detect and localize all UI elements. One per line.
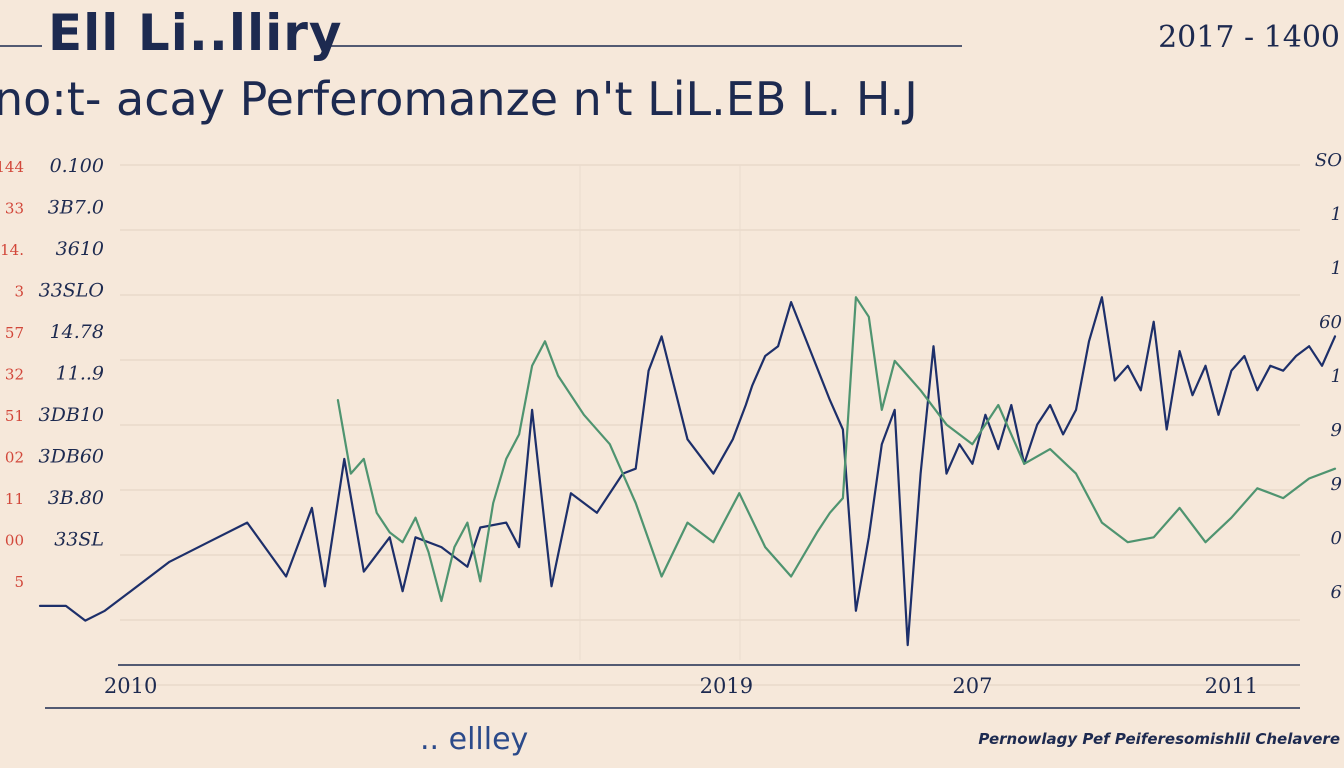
y-tick-label-right: SO — [1315, 150, 1342, 171]
x-tick-label: 2010 — [104, 674, 157, 698]
y-tick-label-outer-left: 144 — [0, 158, 24, 176]
x-axis-labels: 2010 2019 207 2011 — [104, 674, 1258, 698]
y-tick-label-left: 3DB60 — [39, 446, 104, 468]
x-tick-label: 2019 — [700, 674, 753, 698]
y-tick-label-right: 9 — [1331, 474, 1342, 495]
y-tick-label-right: 1 — [1331, 366, 1342, 387]
grid-lines — [120, 164, 1300, 686]
x-tick-label: 207 — [952, 674, 992, 698]
y-tick-label-outer-left: 3 — [14, 283, 24, 301]
y-tick-label-right: 1 — [1331, 258, 1342, 279]
x-tick-label: 2011 — [1205, 674, 1258, 698]
y-tick-label-left: 0.100 — [50, 155, 104, 177]
series-lines — [38, 296, 1337, 647]
y-tick-label-right: 1 — [1331, 204, 1342, 225]
footer-logo: .. ellley — [420, 722, 529, 757]
y-tick-label-outer-left: 14. — [0, 241, 24, 259]
y-tick-label-left: 3DB10 — [39, 404, 104, 426]
y-tick-label-right: 60 — [1319, 312, 1342, 333]
series-line-2 — [336, 296, 1337, 603]
y-tick-label-left: 11..9 — [56, 363, 104, 385]
y-axis-labels: 0.1003B7.0361033SLO14.7811..93DB103DB603… — [0, 150, 1342, 603]
y-tick-label-left: 14.78 — [50, 321, 104, 343]
y-tick-label-outer-left: 00 — [5, 532, 24, 550]
y-tick-label-left: 3B7.0 — [48, 197, 104, 219]
header-date: 2017 - 1400 — [1158, 20, 1340, 55]
y-tick-label-outer-left: 11 — [5, 490, 24, 508]
y-tick-label-right: 9 — [1331, 420, 1342, 441]
y-tick-label-right: 0 — [1331, 528, 1342, 549]
y-tick-label-left: 3610 — [56, 238, 104, 260]
y-tick-label-outer-left: 02 — [5, 449, 24, 467]
axis-lines — [0, 45, 1300, 709]
series-line-1 — [38, 296, 1337, 647]
y-tick-label-outer-left: 33 — [5, 200, 24, 218]
y-tick-label-outer-left: 5 — [14, 573, 24, 591]
y-tick-label-outer-left: 32 — [5, 366, 24, 384]
chart-title: no:t- acay Perferomanze n't LiL.EB L. H.… — [0, 72, 918, 126]
y-tick-label-outer-left: 57 — [5, 324, 24, 342]
y-tick-label-left: 3B.80 — [48, 487, 104, 509]
y-tick-label-left: 33SLO — [39, 280, 105, 302]
footer-caption: Pernowlagy Pef Peiferesomishlil Chelaver… — [978, 730, 1340, 748]
y-tick-label-left: 33SL — [54, 529, 104, 551]
y-tick-label-right: 6 — [1331, 582, 1342, 603]
brand-logo: Ell Li..lliry — [48, 4, 343, 62]
y-tick-label-outer-left: 51 — [5, 407, 24, 425]
